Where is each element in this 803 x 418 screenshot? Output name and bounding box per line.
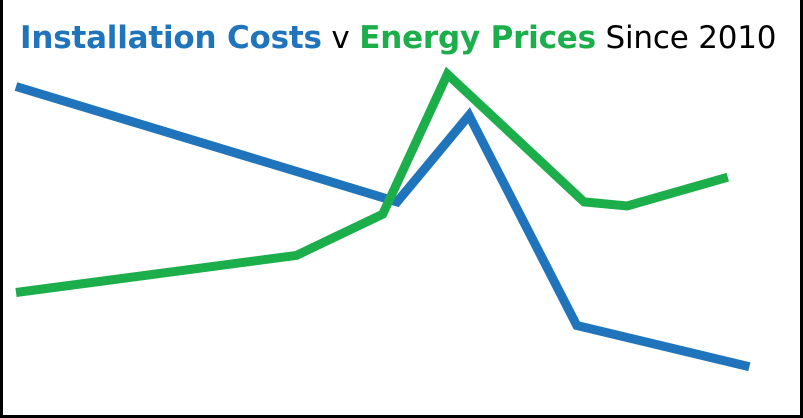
series-line-energy-prices xyxy=(15,66,730,297)
title-installation-costs: Installation Costs xyxy=(20,20,322,56)
title-since-2010: Since 2010 xyxy=(595,20,777,56)
title-versus: v xyxy=(321,20,360,56)
title-energy-prices: Energy Prices xyxy=(359,20,596,56)
chart-title: Installation Costs v Energy Prices Since… xyxy=(20,20,777,56)
series-line-installation-costs xyxy=(14,82,751,372)
